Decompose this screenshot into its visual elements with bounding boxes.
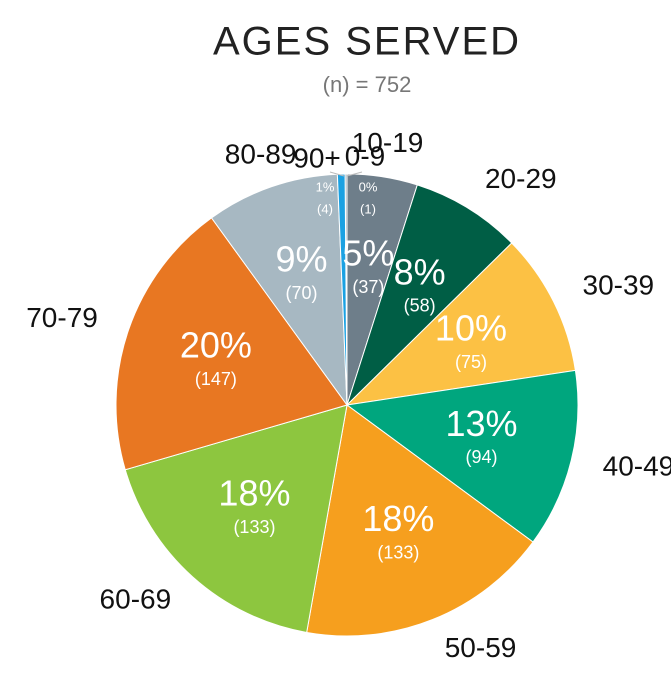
percent-label: 8%: [394, 251, 446, 292]
pie-slice: [345, 369, 579, 543]
value-label: (70): [286, 283, 318, 303]
value-label: (4): [317, 201, 333, 216]
value-label: (1): [360, 201, 376, 216]
percent-label: 5%: [342, 233, 394, 274]
percent-label: 9%: [276, 239, 328, 280]
category-label: 90+: [293, 142, 341, 173]
leader-line: [346, 171, 363, 177]
value-label: (147): [195, 369, 237, 389]
pie-slice: [115, 217, 348, 471]
category-label: 20-29: [485, 163, 557, 194]
percent-label: 18%: [362, 498, 434, 539]
pie-slice: [345, 242, 576, 406]
chart-title: AGES SERVED: [213, 20, 521, 64]
category-label: 80-89: [225, 139, 297, 170]
pie-slice: [124, 404, 348, 634]
pie-slice: [346, 184, 513, 406]
value-label: (37): [352, 277, 384, 297]
category-label: 10-19: [352, 127, 424, 158]
percent-label: 1%: [316, 179, 335, 194]
percent-label: 13%: [446, 403, 518, 444]
category-label: 50-59: [445, 632, 517, 663]
value-label: (75): [455, 352, 487, 372]
pie-slice: [210, 173, 348, 407]
category-label: 60-69: [100, 583, 172, 614]
chart-subtitle: (n) = 752: [323, 72, 412, 97]
value-label: (133): [377, 542, 419, 562]
percent-label: 18%: [218, 473, 290, 514]
category-label: 30-39: [583, 270, 655, 301]
category-label: 0-9: [345, 140, 385, 171]
pie-slice: [306, 404, 534, 637]
value-label: (133): [233, 517, 275, 537]
category-label: 40-49: [603, 451, 671, 482]
value-label: (94): [466, 447, 498, 467]
value-label: (58): [404, 296, 436, 316]
percent-label: 20%: [180, 325, 252, 366]
percent-label: 10%: [435, 308, 507, 349]
category-label: 70-79: [26, 302, 98, 333]
percent-label: 0%: [359, 179, 378, 194]
leader-line: [329, 171, 345, 177]
